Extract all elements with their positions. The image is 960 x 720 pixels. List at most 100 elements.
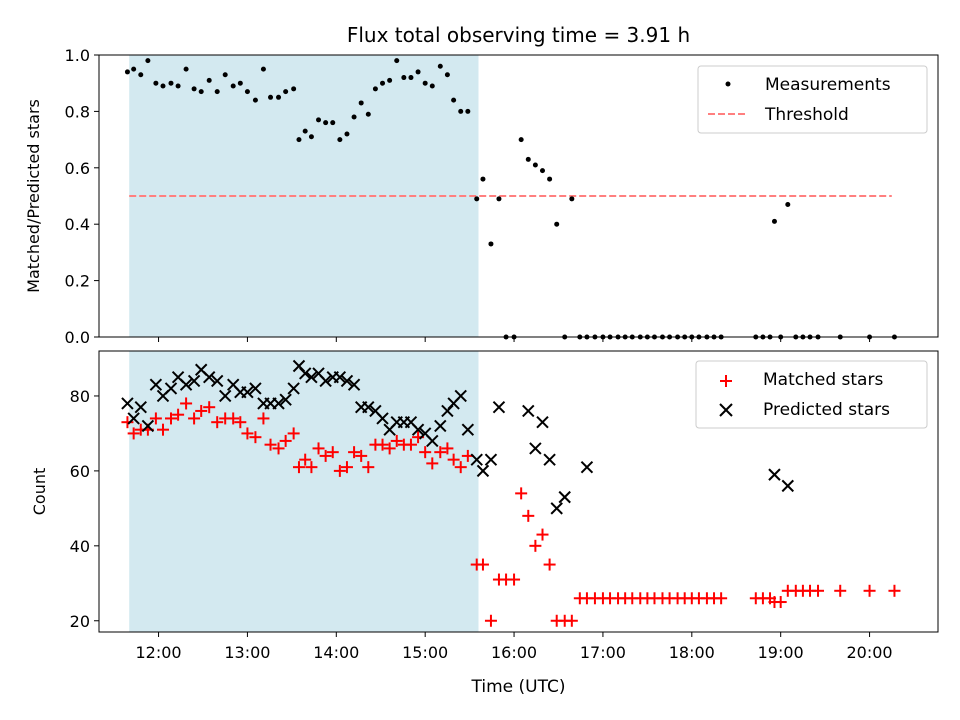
bottom-y-tick-label: 80 [70, 387, 90, 406]
predicted-star-point [210, 374, 224, 388]
measurement-point [365, 111, 371, 117]
matched-star-point [390, 434, 403, 447]
top-y-tick-label: 1.0 [65, 46, 90, 65]
predicted-star-point [127, 412, 140, 425]
predicted-star-point [536, 415, 549, 429]
measurement-point [408, 75, 414, 81]
predicted-star-point [333, 371, 347, 384]
predicted-star-point [461, 423, 475, 436]
x-tick-label: 18:00 [669, 643, 715, 662]
matched-star-point [333, 464, 346, 477]
measurement-point [291, 86, 297, 92]
predicted-star-point [376, 412, 389, 425]
predicted-star-point [141, 419, 155, 433]
predicted-star-point [298, 367, 312, 380]
legend-threshold-label: Threshold [764, 105, 849, 125]
matched-star-point [149, 412, 162, 425]
matched-star-point [264, 438, 277, 451]
measurement-point [539, 168, 545, 174]
predicted-star-point [272, 397, 285, 410]
top-legend-box [697, 65, 928, 134]
matched-star-point [312, 442, 325, 455]
matched-star-point [888, 584, 901, 597]
measurement-point [451, 97, 457, 103]
measurement-point [351, 114, 357, 120]
predicted-star-point [279, 393, 292, 406]
measurement-point [175, 83, 181, 89]
chart-title: Flux total observing time = 3.91 h [347, 23, 690, 47]
bottom-y-tick-label: 40 [70, 537, 90, 556]
x-tick-label: 16:00 [491, 643, 537, 662]
matched-star-point [340, 461, 353, 474]
predicted-star-point [249, 382, 262, 395]
measurement-point [569, 196, 575, 202]
matched-star-point [376, 438, 389, 451]
measurement-point [206, 77, 212, 83]
predicted-star-point [134, 400, 147, 414]
measurement-point [145, 58, 151, 64]
measurement-point [785, 201, 791, 207]
measurement-point [268, 94, 274, 100]
matched-star-point [441, 442, 454, 455]
measurement-point [260, 66, 266, 72]
legend-predicted-label: Predicted stars [763, 400, 890, 420]
measurement-point [330, 120, 336, 126]
bottom-y-tick-label: 20 [70, 612, 90, 631]
measurement-point [296, 137, 302, 143]
top-y-tick-label: 0.0 [65, 328, 90, 347]
x-axis-label: Time (UTC) [471, 677, 566, 697]
measurements-points [124, 58, 897, 340]
bottom-x-axis: 12:00 13:00 14:00 15:00 16:00 17:00 18:00 19:00… [135, 632, 893, 662]
matched-star-point [447, 453, 460, 466]
x-tick-label: 12:00 [135, 643, 181, 662]
matched-star-point [299, 453, 312, 466]
matched-star-point [383, 442, 396, 455]
matched-star-point [227, 412, 240, 425]
predicted-star-point [121, 397, 134, 410]
predicted-star-point [550, 502, 563, 515]
predicted-star-point [347, 378, 361, 391]
measurement-point [554, 221, 560, 227]
matched-stars-points [121, 397, 901, 627]
measurement-point [415, 69, 421, 75]
matched-star-point [203, 401, 216, 414]
top-y-tick-label: 0.2 [65, 272, 90, 291]
matched-star-point [454, 461, 467, 474]
measurement-point [771, 218, 777, 224]
measurement-point [237, 80, 243, 86]
matched-star-point [774, 596, 787, 609]
x-tick-label: 17:00 [580, 643, 626, 662]
matched-star-point [565, 614, 578, 627]
matched-star-point [812, 584, 825, 597]
matched-star-point [195, 404, 208, 417]
matched-star-point [508, 573, 521, 586]
top-chart-panel: 0.0 0.2 0.4 0.6 0.8 1.0 Flux total observing … [24, 23, 939, 347]
measurement-point [160, 83, 166, 89]
measurement-point [276, 94, 282, 100]
predicted-star-point [203, 371, 216, 384]
measurement-point [230, 83, 236, 89]
predicted-star-point [305, 371, 318, 384]
measurement-point [323, 120, 329, 126]
bottom-y-axis: 20 40 60 80 [70, 387, 99, 631]
matched-star-point [272, 442, 285, 455]
bottom-legend: Matched stars Predicted stars [695, 360, 928, 429]
matched-star-point [234, 416, 247, 429]
x-tick-label: 19:00 [758, 643, 804, 662]
measurement-point [429, 83, 435, 89]
legend-matched-label: Matched stars [763, 370, 883, 390]
matched-star-point [156, 423, 169, 436]
predicted-star-point [558, 490, 571, 504]
measurement-point [394, 58, 400, 64]
predicted-star-point [522, 404, 535, 418]
top-y-axis-label: Matched/Predicted stars [24, 99, 43, 293]
predicted-star-point [454, 389, 467, 403]
predicted-star-point [434, 419, 447, 433]
measurement-point [422, 80, 428, 86]
matched-star-point [249, 431, 262, 444]
measurement-point [380, 80, 386, 86]
x-tick-label: 15:00 [402, 643, 448, 662]
bottom-legend-box [695, 360, 928, 429]
predicted-star-point [781, 479, 795, 493]
